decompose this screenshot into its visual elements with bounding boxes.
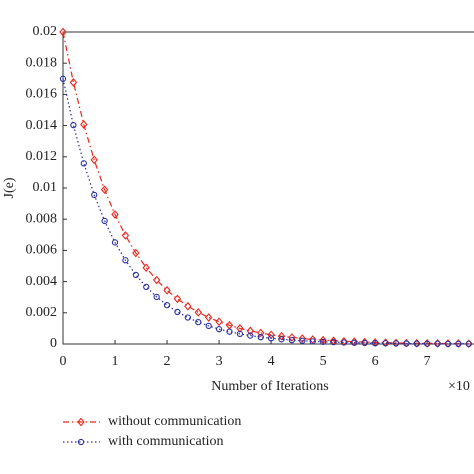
data-point [205,322,212,330]
data-point [80,160,87,167]
data-point [111,239,119,246]
data-point [173,294,182,304]
data-point [69,78,78,87]
x-tick-label: 5 [320,354,327,369]
data-point [122,257,129,264]
data-point [330,338,337,346]
data-point [256,328,265,338]
legend-label: without communication [108,414,241,429]
data-point [184,314,192,321]
data-point [91,191,98,199]
x-tick-label: 0 [60,354,67,369]
y-tick-label: 0.02 [33,24,58,39]
series-line [62,78,469,345]
data-point [372,340,379,347]
axis-multiplier: ×10 [448,379,470,394]
y-tick-label: 0.014 [26,118,58,133]
data-point [236,330,244,338]
data-point [465,340,472,347]
y-axis-label: J(e) [2,177,17,198]
x-axis-label: Number of Iterations [211,379,328,394]
data-point [174,308,181,316]
data-point [277,331,286,341]
data-point [143,283,150,291]
x-tick-label: 1 [112,354,119,369]
data-point [403,340,410,347]
data-point [455,340,462,347]
data-point [413,340,420,347]
data-point [319,338,327,345]
axis-frame [62,31,474,345]
data-point [257,333,264,341]
data-point [153,293,160,301]
data-point [351,339,358,346]
data-point [100,185,109,195]
data-point [444,340,452,347]
data-point [163,302,171,309]
legend-marker [77,438,85,446]
data-point [204,313,213,322]
y-tick-label: 0.016 [26,87,58,102]
data-point [195,319,202,326]
y-tick-label: 0.01 [33,180,58,195]
data-point [434,340,441,347]
data-point [111,210,119,219]
data-point [267,335,275,342]
data-point [308,335,317,344]
data-point [70,121,77,129]
data-point [319,335,327,345]
data-point [288,336,296,344]
data-point [80,120,88,129]
legend-label: with communication [108,434,223,449]
x-tick-label: 7 [424,354,431,369]
data-point [247,332,254,339]
data-point [121,231,130,240]
data-point [215,317,223,327]
x-tick-label: 4 [268,354,275,369]
y-tick-label: 0.018 [26,55,58,70]
x-tick-label: 2 [164,354,171,369]
data-point [215,326,223,333]
y-tick-label: 0.006 [26,243,58,258]
data-point [226,328,233,335]
data-point [163,285,171,295]
data-point [382,340,389,347]
data-point [90,155,98,165]
data-point [59,75,67,82]
data-point [246,326,255,336]
data-point [278,336,285,343]
data-point [288,333,296,342]
data-point [194,307,202,317]
data-point [340,339,348,346]
data-point [392,340,400,347]
data-point [152,275,161,285]
data-point [424,340,431,347]
data-point [142,263,150,273]
x-tick-label: 6 [372,354,379,369]
data-point [309,338,316,345]
data-point [132,248,140,258]
y-tick-label: 0 [50,336,57,351]
data-point [298,334,307,343]
data-point [132,271,139,279]
data-point [299,337,306,344]
y-tick-label: 0.002 [26,305,58,320]
series-line [62,31,469,345]
x-tick-label: 3 [216,354,223,369]
data-point [59,27,67,37]
legend-marker [77,417,85,427]
y-tick-label: 0.008 [26,211,58,226]
data-point [361,339,368,347]
data-point [184,301,192,311]
y-tick-label: 0.004 [26,274,58,289]
data-point [101,217,108,225]
data-point [236,324,244,333]
y-tick-label: 0.012 [26,149,58,164]
